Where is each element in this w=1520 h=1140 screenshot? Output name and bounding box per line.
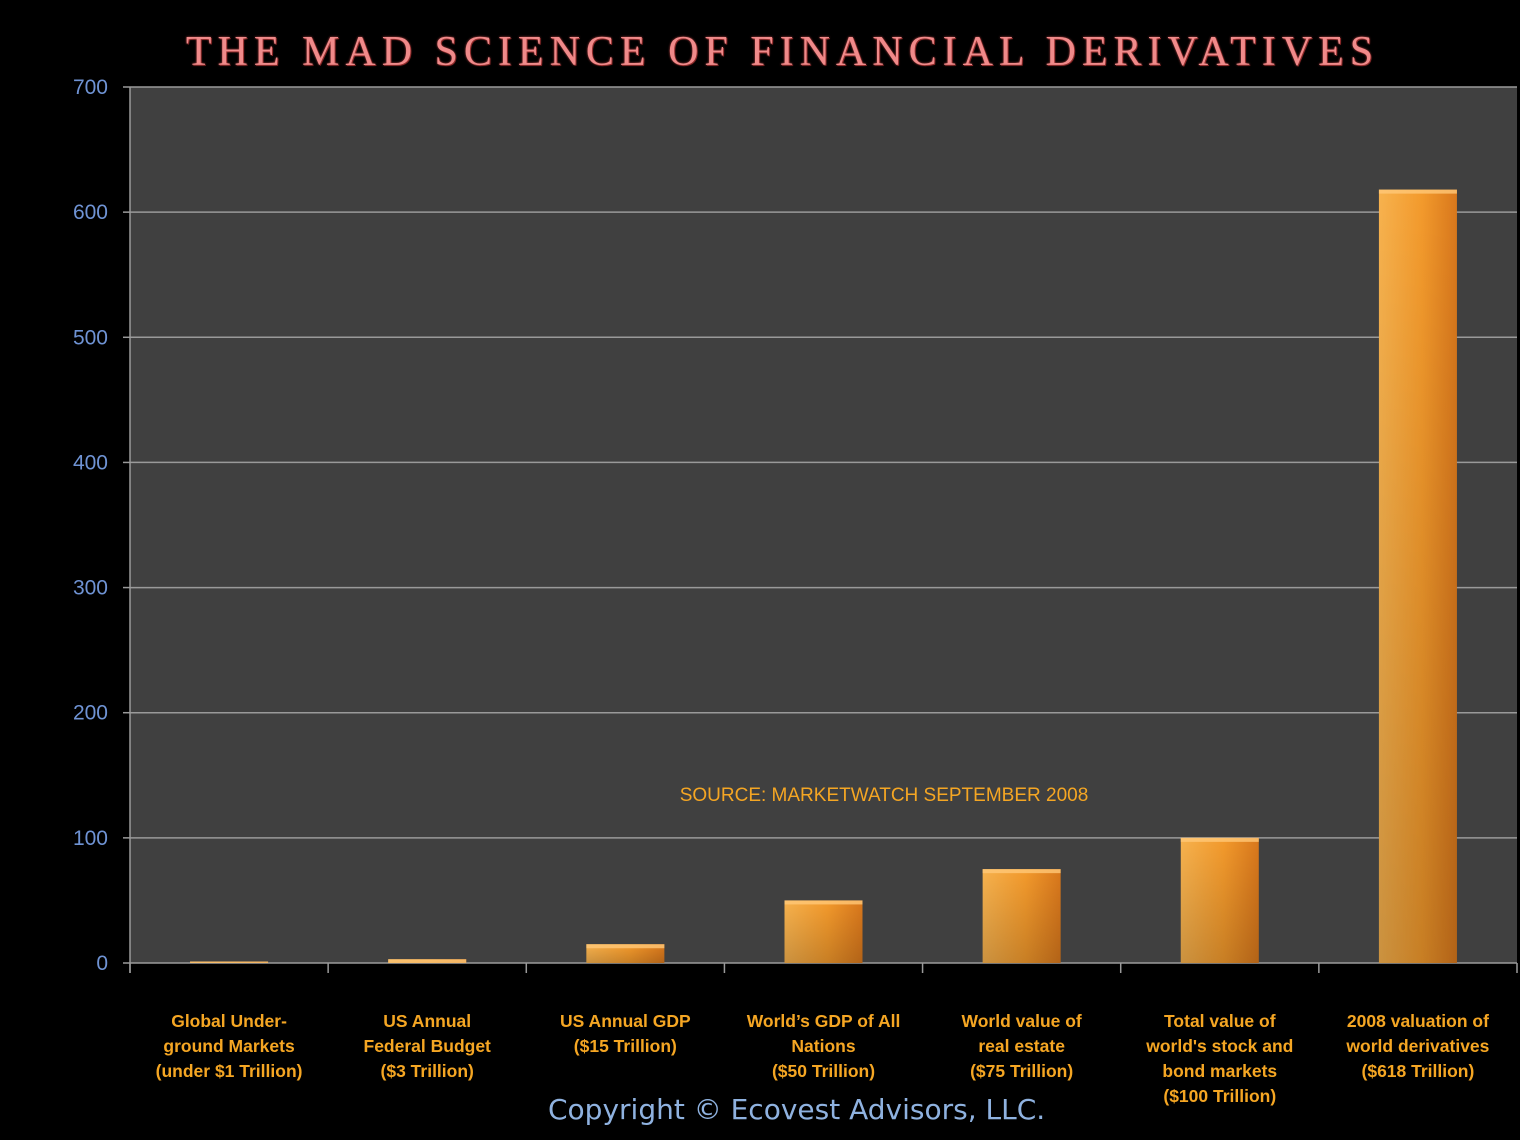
y-tick-label: 300: [73, 577, 108, 600]
bar: [586, 944, 665, 963]
y-axis-ticks: 0 100 200 300 400 500 600 700: [73, 76, 130, 975]
x-tick-label: World’s GDP of All Nations ($50 Trillion…: [746, 1011, 901, 1081]
x-tick-label: US Annual Federal Budget ($3 Trillion): [363, 1011, 491, 1081]
bar: [784, 900, 863, 963]
y-tick-label: 0: [96, 952, 108, 975]
bars: [190, 189, 1457, 964]
x-tick-label: 2008 valuation of world derivatives ($61…: [1346, 1011, 1490, 1081]
bar: [1180, 837, 1259, 963]
y-tick-label: 700: [73, 76, 108, 99]
chart-title: THE MAD SCIENCE OF FINANCIAL DERIVATIVES: [185, 29, 1380, 75]
x-tick-label: Total value of world's stock and bond ma…: [1146, 1011, 1294, 1106]
y-tick-label: 200: [73, 702, 108, 725]
source-annotation: SOURCE: MARKETWATCH SEPTEMBER 2008: [680, 785, 1089, 806]
bar: [190, 961, 269, 963]
x-tick-label: Global Under- ground Markets (under $1 T…: [155, 1011, 303, 1081]
y-tick-label: 400: [73, 451, 108, 474]
bar: [982, 869, 1061, 963]
bar: [388, 959, 467, 963]
copyright-footer: Copyright © Ecovest Advisors, LLC.: [548, 1093, 1046, 1126]
gridlines: [130, 86, 1517, 839]
y-tick-label: 600: [73, 201, 108, 224]
x-tick-label: US Annual GDP ($15 Trillion): [560, 1011, 691, 1056]
bar: [1378, 189, 1457, 964]
y-tick-label: 500: [73, 326, 108, 349]
plot-area: [130, 87, 1517, 963]
x-tick-label: World value of real estate ($75 Trillion…: [961, 1011, 1082, 1081]
y-tick-label: 100: [73, 827, 108, 850]
